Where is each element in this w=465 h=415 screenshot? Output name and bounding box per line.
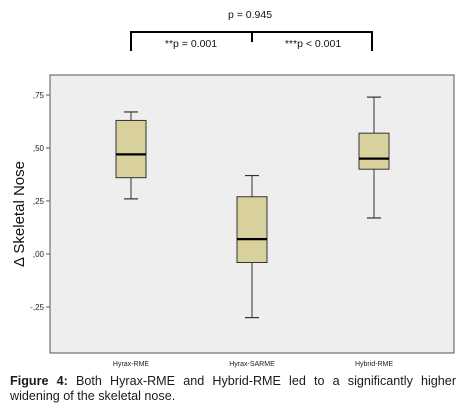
significance-label: ***p < 0.001 [285,38,342,50]
y-tick-label: -,25 [30,303,44,312]
y-axis: ,75 ,50 ,25 ,00 -,25 [30,91,50,312]
significance-brackets: p = 0.945 **p = 0.001 ***p < 0.001 [130,9,373,51]
significance-label: **p = 0.001 [165,38,217,50]
y-tick-label: ,50 [33,144,45,153]
box-hyrax-sarme [236,174,268,319]
figure-caption: Figure 4: Both Hyrax-RME and Hybrid-RME … [10,374,456,404]
iqr-box [358,132,390,170]
caption-text: Both Hyrax-RME and Hybrid-RME led to a s… [10,374,457,403]
y-tick-label: ,75 [33,91,45,100]
significance-label: p = 0.945 [228,9,272,21]
y-tick-label: ,00 [33,250,45,259]
x-tick-label: Hyrax-SARME [229,361,275,368]
box-hyrax-rme [115,111,147,200]
x-tick-label: Hyrax-RME [113,361,149,368]
x-axis-labels: Hyrax-RME Hyrax-SARME Hybrid-RME [113,361,393,368]
boxes [115,96,390,319]
caption-lead: Figure 4: [10,374,68,388]
iqr-box [236,196,268,263]
y-axis-title: Δ Skeletal Nose [11,161,28,267]
y-tick-label: ,25 [33,197,45,206]
box-hybrid-rme [358,96,390,219]
iqr-box [115,119,147,179]
x-tick-label: Hybrid-RME [355,361,393,368]
